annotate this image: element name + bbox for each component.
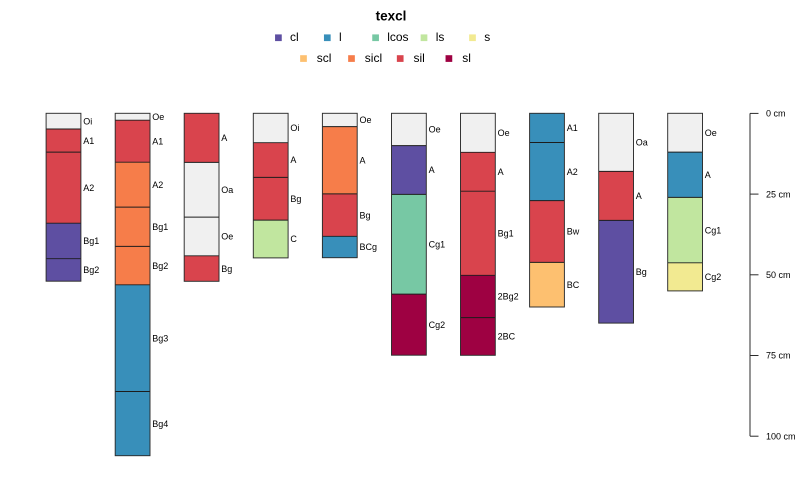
svg-text:75 cm: 75 cm <box>766 351 791 361</box>
svg-text:A: A <box>705 170 711 180</box>
svg-text:A2: A2 <box>567 167 578 177</box>
svg-text:25 cm: 25 cm <box>766 189 791 199</box>
svg-text:s: s <box>484 30 490 44</box>
svg-text:Cg1: Cg1 <box>705 225 722 235</box>
svg-text:Cg2: Cg2 <box>429 320 446 330</box>
svg-text:Oe: Oe <box>429 125 441 135</box>
svg-text:Bg: Bg <box>221 264 232 274</box>
svg-text:A2: A2 <box>83 183 94 193</box>
svg-text:A2: A2 <box>152 180 163 190</box>
svg-text:100 cm: 100 cm <box>766 431 796 441</box>
svg-text:Cg2: Cg2 <box>705 272 722 282</box>
svg-text:ls: ls <box>436 30 445 44</box>
svg-text:sil: sil <box>414 51 425 65</box>
svg-text:Cg1: Cg1 <box>429 239 446 249</box>
svg-text:A: A <box>360 155 366 165</box>
svg-text:Bg3: Bg3 <box>152 333 168 343</box>
svg-text:Bg1: Bg1 <box>83 236 99 246</box>
svg-text:BCg: BCg <box>360 242 378 252</box>
svg-text:A: A <box>636 191 642 201</box>
svg-text:A: A <box>290 155 296 165</box>
svg-text:texcl: texcl <box>376 8 407 23</box>
svg-text:Bg2: Bg2 <box>83 265 99 275</box>
svg-text:Bg: Bg <box>360 210 371 220</box>
svg-text:lcos: lcos <box>387 30 408 44</box>
svg-text:Bg: Bg <box>290 194 301 204</box>
svg-text:A: A <box>429 165 435 175</box>
svg-text:Bg1: Bg1 <box>498 228 514 238</box>
svg-text:A: A <box>221 133 227 143</box>
svg-text:Bg: Bg <box>636 267 647 277</box>
svg-text:l: l <box>339 30 342 44</box>
svg-text:A1: A1 <box>152 136 163 146</box>
svg-text:C: C <box>290 234 297 244</box>
svg-text:Oe: Oe <box>152 112 164 122</box>
svg-text:Bg2: Bg2 <box>152 261 168 271</box>
svg-text:Oe: Oe <box>498 128 510 138</box>
svg-text:A1: A1 <box>83 136 94 146</box>
svg-text:BC: BC <box>567 280 580 290</box>
svg-text:scl: scl <box>317 51 332 65</box>
svg-text:50 cm: 50 cm <box>766 270 791 280</box>
svg-text:Oe: Oe <box>705 128 717 138</box>
svg-text:cl: cl <box>290 30 299 44</box>
svg-text:Oi: Oi <box>290 123 299 133</box>
svg-text:0 cm: 0 cm <box>766 109 786 119</box>
svg-text:A: A <box>498 167 504 177</box>
svg-text:Oe: Oe <box>360 115 372 125</box>
svg-text:2BC: 2BC <box>498 332 516 342</box>
svg-text:Oa: Oa <box>221 185 233 195</box>
svg-text:Oe: Oe <box>221 232 233 242</box>
svg-text:Oa: Oa <box>636 138 648 148</box>
svg-text:2Bg2: 2Bg2 <box>498 292 519 302</box>
svg-text:sl: sl <box>462 51 471 65</box>
svg-text:A1: A1 <box>567 123 578 133</box>
svg-text:sicl: sicl <box>365 51 382 65</box>
svg-text:Bg4: Bg4 <box>152 419 168 429</box>
svg-text:Bw: Bw <box>567 227 580 237</box>
svg-text:Bg1: Bg1 <box>152 222 168 232</box>
svg-text:Oi: Oi <box>83 116 92 126</box>
